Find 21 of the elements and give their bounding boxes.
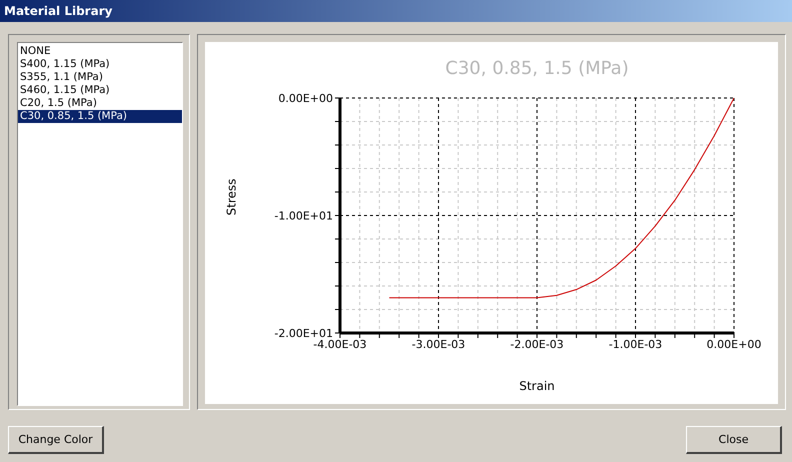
text: S355, 1.1 (MPa) <box>19 71 104 84</box>
y-tick-label: -1.00E+01 <box>274 209 333 222</box>
x-tick-label: -3.00E-03 <box>412 338 466 351</box>
x-tick-label: 0.00E+00 <box>706 338 762 351</box>
x-tick-label: -2.00E-03 <box>510 338 564 351</box>
y-tick-label: 0.00E+00 <box>278 92 333 105</box>
button: Change Color <box>8 426 104 454</box>
text: S460, 1.15 (MPa) <box>19 84 111 97</box>
text: NONE <box>19 45 52 58</box>
y-tick-label: -2.00E+01 <box>274 326 333 340</box>
x-tick-label: -1.00E-03 <box>608 338 662 351</box>
y-axis-title: Stress <box>224 178 238 216</box>
chart-title: C30, 0.85, 1.5 (MPa) <box>444 58 630 79</box>
text: C30, 0.85, 1.5 (MPa) <box>18 110 182 123</box>
x-axis-title: Strain <box>519 379 555 393</box>
text: Material Library <box>0 0 792 22</box>
text: S400, 1.15 (MPa) <box>19 58 111 71</box>
x-tick-label: -4.00E-03 <box>313 338 367 351</box>
button: Close <box>686 426 782 454</box>
line-series <box>388 98 734 298</box>
text: C20, 1.5 (MPa) <box>19 97 98 110</box>
